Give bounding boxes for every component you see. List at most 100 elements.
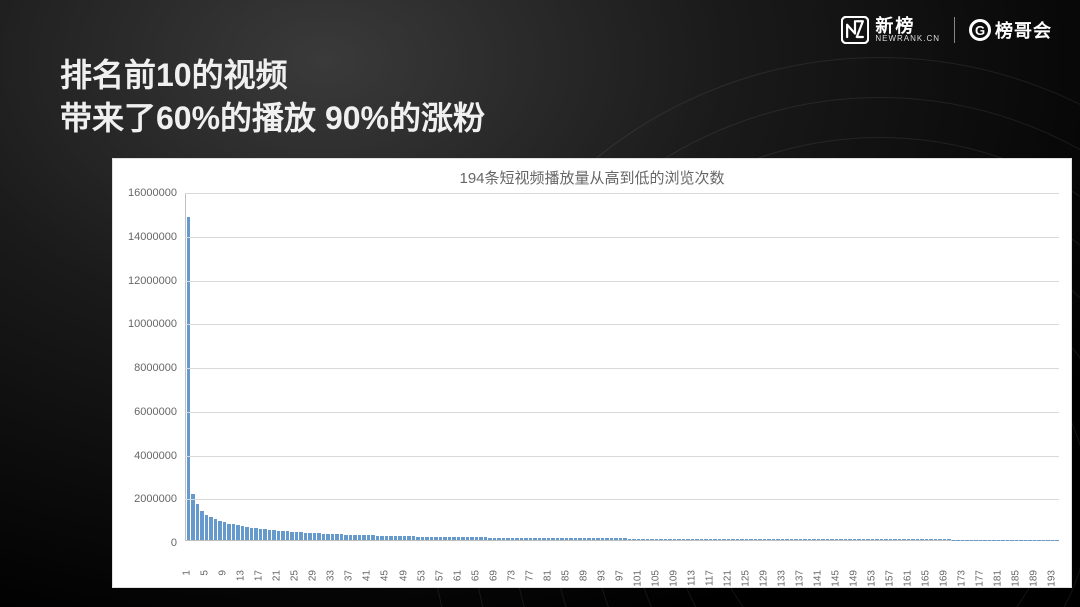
bar [331,534,335,540]
bar [790,539,794,540]
bar [250,528,254,540]
bar [479,537,483,540]
x-tick-label: 85 [560,570,571,581]
grid-line [185,193,1059,194]
bar [227,524,231,540]
x-tick-label: 53 [416,570,427,581]
x-tick-label: 93 [596,570,607,581]
bar [277,531,281,540]
bar [439,537,443,540]
bar [452,537,456,540]
bar [434,537,438,540]
bar [290,532,294,540]
bar [853,539,857,540]
header-logos: 新榜 NEWRANK.CN G 榜哥会 [841,16,1052,44]
bar [218,521,222,540]
grid-line [185,456,1059,457]
x-tick-label: 13 [236,570,247,581]
bar [758,539,762,540]
bar [821,539,825,540]
bar [745,539,749,540]
bar [583,538,587,540]
bar [457,537,461,540]
bar [574,538,578,540]
bar [907,539,911,540]
banggehui-logo: G 榜哥会 [969,17,1052,43]
bar [493,538,497,540]
grid-line [185,412,1059,413]
bar [367,535,371,540]
bar [380,536,384,540]
bar [808,539,812,540]
x-tick-label: 109 [668,570,679,587]
bar [803,539,807,540]
x-tick-label: 37 [344,570,355,581]
bar [416,537,420,540]
x-tick-label: 57 [434,570,445,581]
bar [830,539,834,540]
chart-plot-area [185,193,1059,541]
bar [880,539,884,540]
banggehui-g-icon: G [969,19,991,41]
bar [628,539,632,540]
bar [389,536,393,540]
bar [601,538,605,540]
x-tick-label: 9 [218,570,229,576]
bar [772,539,776,540]
y-tick-label: 12000000 [128,275,177,287]
newrank-icon [841,16,869,44]
headline-line2: 带来了60%的播放 90%的涨粉 [60,97,485,140]
bar [871,539,875,540]
bar [394,536,398,540]
bar [299,532,303,540]
bar [470,537,474,540]
bar [187,217,191,540]
bar [344,535,348,540]
bar [448,537,452,540]
bar [898,539,902,540]
bar [421,537,425,540]
bar [691,539,695,540]
bar [709,539,713,540]
bar [398,536,402,540]
grid-line [185,281,1059,282]
bar [844,539,848,540]
bar [443,537,447,540]
newrank-logo-cn: 新榜 [875,17,940,35]
x-tick-label: 117 [704,570,715,586]
bar [587,538,591,540]
bar [232,524,236,540]
bar [475,537,479,540]
bar [286,531,290,540]
bar [196,504,200,540]
bar [461,537,465,540]
x-tick-label: 165 [921,570,932,587]
bar [722,539,726,540]
logo-separator [954,17,955,43]
x-tick-label: 73 [506,570,517,581]
bar [943,539,947,540]
bar [668,539,672,540]
bar [281,531,285,540]
y-tick-label: 14000000 [128,231,177,243]
bar [686,539,690,540]
bar [619,538,623,540]
bar [385,536,389,540]
bar [268,530,272,540]
bar [259,529,263,540]
bar [776,539,780,540]
x-tick-label: 105 [650,570,661,587]
y-tick-label: 8000000 [134,362,177,374]
x-tick-label: 189 [1029,570,1040,587]
bar [731,539,735,540]
bar [754,539,758,540]
bar [524,538,528,540]
bar [236,525,240,540]
x-axis: 1591317212529333741454953576165697377818… [185,543,1059,587]
bar [592,538,596,540]
x-tick-label: 5 [200,570,211,576]
bar [317,533,321,540]
x-tick-label: 193 [1047,570,1058,587]
x-tick-label: 101 [632,570,643,587]
bar [533,538,537,540]
